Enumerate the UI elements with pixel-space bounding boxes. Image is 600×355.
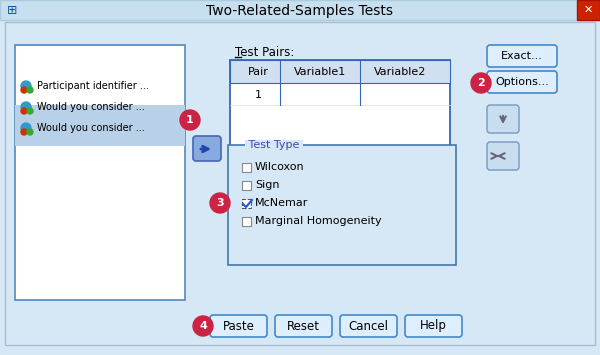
Bar: [242, 217, 251, 226]
Circle shape: [21, 129, 27, 135]
Text: Paste: Paste: [223, 320, 254, 333]
Bar: [242, 163, 251, 172]
Text: ✕: ✕: [583, 5, 593, 15]
Text: Sign: Sign: [255, 180, 280, 190]
Text: 4: 4: [199, 321, 207, 331]
Bar: [15, 125, 185, 146]
Circle shape: [21, 102, 31, 112]
Text: Cancel: Cancel: [349, 320, 389, 333]
Text: Test Pairs:: Test Pairs:: [235, 47, 295, 60]
Bar: [577, 0, 600, 20]
Circle shape: [180, 110, 200, 130]
Bar: [15, 45, 185, 300]
Circle shape: [471, 73, 491, 93]
Text: Two-Related-Samples Tests: Two-Related-Samples Tests: [206, 4, 394, 18]
Circle shape: [21, 123, 31, 133]
Text: Exact...: Exact...: [501, 51, 543, 61]
Text: Reset: Reset: [287, 320, 320, 333]
Bar: [230, 60, 450, 200]
FancyBboxPatch shape: [193, 136, 221, 161]
Circle shape: [210, 193, 230, 213]
Bar: [242, 181, 251, 190]
Text: ⊞: ⊞: [7, 5, 17, 17]
Text: Would you consider ...: Would you consider ...: [37, 102, 145, 112]
Bar: [242, 199, 251, 208]
Text: Help: Help: [420, 320, 447, 333]
FancyBboxPatch shape: [405, 315, 462, 337]
FancyBboxPatch shape: [210, 315, 267, 337]
Text: Variable1: Variable1: [294, 67, 346, 77]
Text: Participant identifier ...: Participant identifier ...: [37, 81, 149, 91]
Circle shape: [21, 81, 31, 91]
FancyBboxPatch shape: [487, 45, 557, 67]
Circle shape: [21, 87, 27, 93]
Text: Pair: Pair: [248, 67, 268, 77]
FancyBboxPatch shape: [275, 315, 332, 337]
Bar: [228, 145, 456, 265]
Circle shape: [27, 108, 33, 114]
Text: 1: 1: [254, 90, 262, 100]
FancyBboxPatch shape: [487, 71, 557, 93]
Bar: [0, 0, 600, 20]
Bar: [15, 105, 185, 125]
Bar: [230, 60, 450, 83]
FancyBboxPatch shape: [340, 315, 397, 337]
Text: Marginal Homogeneity: Marginal Homogeneity: [255, 216, 382, 226]
Text: Wilcoxon: Wilcoxon: [255, 162, 305, 172]
Circle shape: [193, 316, 213, 336]
Text: 1: 1: [186, 115, 194, 125]
Circle shape: [27, 129, 33, 135]
Text: McNemar: McNemar: [255, 198, 308, 208]
Circle shape: [21, 108, 27, 114]
Text: 2: 2: [477, 78, 485, 88]
FancyBboxPatch shape: [487, 105, 519, 133]
Circle shape: [27, 87, 33, 93]
Text: Options...: Options...: [495, 77, 549, 87]
FancyBboxPatch shape: [487, 142, 519, 170]
Text: Test Type: Test Type: [245, 140, 303, 150]
Text: Would you consider ...: Would you consider ...: [37, 123, 145, 133]
Text: Variable2: Variable2: [374, 67, 426, 77]
Text: 3: 3: [216, 198, 224, 208]
